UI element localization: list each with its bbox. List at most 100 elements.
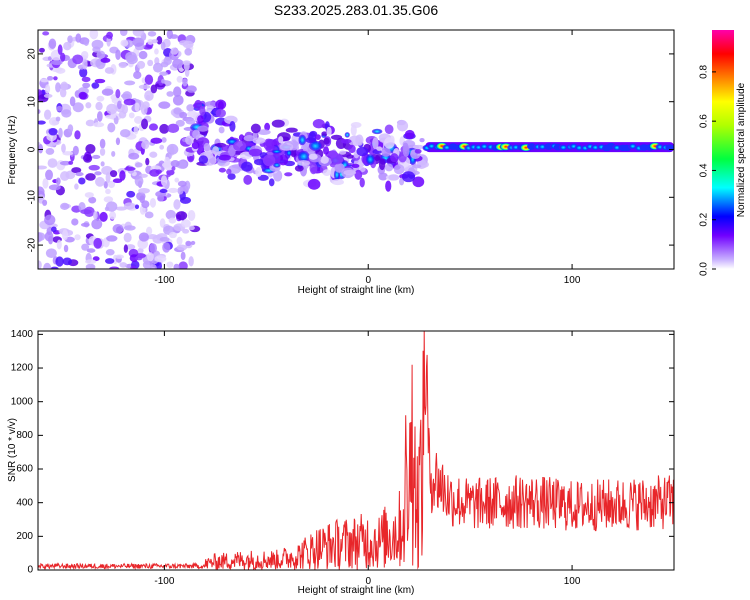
spectrogram-cell <box>80 222 90 227</box>
spectrogram-cell <box>175 119 185 127</box>
spectrogram-cell <box>173 107 182 115</box>
spectrogram-cell <box>135 162 143 168</box>
y-tick-label: 10 <box>27 96 38 108</box>
spectrogram-cell <box>101 88 114 96</box>
spectrogram-cell <box>67 35 74 44</box>
spectrogram-cell <box>114 254 125 259</box>
spectrogram-cell <box>59 88 67 98</box>
spectrogram-cell <box>412 164 422 169</box>
spectrogram-cell <box>130 265 137 269</box>
spectrogram-cell <box>376 146 383 151</box>
spectrogram-cell <box>171 166 176 171</box>
spectrogram-cell <box>378 172 388 181</box>
spectrogram-cell <box>263 138 275 151</box>
spectrogram-cell <box>105 172 111 183</box>
spectrogram-cell <box>71 218 79 226</box>
spectrogram-cell <box>159 144 165 150</box>
spectrogram-cell <box>105 201 118 212</box>
spectrogram-cell <box>402 145 410 157</box>
spectrogram-y-ticks: -20 -10 0 10 20 <box>27 48 674 252</box>
spectrogram-cell <box>268 178 275 187</box>
spectrogram-cell <box>396 120 409 132</box>
spectrogram-cell <box>82 82 91 89</box>
spectrogram-cell <box>197 115 204 124</box>
spectrogram-cell <box>123 98 136 106</box>
spectrogram-cell <box>174 177 180 183</box>
spectrogram-cell <box>120 93 131 99</box>
spectrogram-cell <box>141 200 150 209</box>
spectrogram-cell <box>55 116 61 122</box>
spectrogram-cell <box>61 229 69 241</box>
spectrogram-cell <box>150 84 158 94</box>
spectrogram-cell <box>105 249 115 256</box>
spectrogram-cell <box>340 138 352 144</box>
spectrogram-cell <box>134 175 144 187</box>
spectrogram-cell <box>92 122 105 128</box>
spectrogram-cell <box>67 124 74 133</box>
spectrogram-cell <box>145 226 153 236</box>
spectrogram-cell <box>99 211 108 222</box>
spectrogram-cell <box>297 150 310 163</box>
spectrogram-cell <box>178 261 188 269</box>
spectrogram-cell <box>197 125 209 132</box>
spectrogram-cell <box>107 122 116 133</box>
spectrogram-cell <box>86 248 96 253</box>
spectrogram-cell <box>286 149 292 157</box>
spectrogram-cell <box>160 41 166 51</box>
spectrogram-cell <box>412 144 425 150</box>
spectrogram-cell <box>351 163 360 168</box>
spectrogram-cell <box>95 101 103 111</box>
spectrogram-cell <box>414 148 422 154</box>
spectrogram-cell <box>184 48 193 56</box>
spectrogram-cell <box>160 175 168 187</box>
spectrogram-cell <box>133 125 139 135</box>
spectrogram-cell <box>168 217 177 224</box>
spectrogram-cell <box>179 111 188 119</box>
spectrogram-cell <box>104 258 115 264</box>
spectrogram-cell <box>147 59 154 67</box>
spectrogram-x-label: Height of straight line (km) <box>298 285 415 296</box>
spectrogram-cell <box>43 262 52 269</box>
spectrogram-cell <box>419 137 425 143</box>
spectrogram-cell <box>166 261 174 268</box>
spectrogram-cell <box>92 256 100 262</box>
spectrogram-cell <box>182 228 190 234</box>
spectrogram-cell <box>45 248 57 258</box>
spectrogram-y-label: Frequency (Hz) <box>7 116 18 185</box>
spectrogram-cell <box>91 218 103 230</box>
spectrogram-cell <box>134 116 143 124</box>
spectrogram-cell <box>112 178 123 184</box>
spectrogram-cell <box>350 124 357 136</box>
spectrogram-cell <box>94 171 102 176</box>
spectrogram-cell <box>38 165 48 170</box>
spectrogram-cell <box>109 170 118 178</box>
y-tick-label: 400 <box>16 497 33 508</box>
spectrogram-cell <box>53 76 58 81</box>
spectrogram-cell <box>191 141 200 150</box>
spectrogram-cell <box>285 127 298 133</box>
spectrogram-cell <box>63 41 72 51</box>
spectrogram-cell <box>167 187 179 194</box>
spectrogram-cell <box>78 177 86 185</box>
y-tick-label: 200 <box>16 531 33 542</box>
spectrogram-cell <box>43 93 53 98</box>
spectrogram-cell <box>183 61 190 71</box>
y-tick-label: 1200 <box>11 363 34 374</box>
spectrogram-cell <box>173 86 182 98</box>
spectrogram-cell <box>42 178 49 189</box>
spectrogram-cell <box>44 84 51 94</box>
spectrogram-cell <box>78 201 86 212</box>
spectrogram-cell <box>170 160 180 168</box>
snr-panel: -100 0 100 0 200 400 600 800 1000 1200 1400 Heigh… <box>7 329 675 596</box>
spectrogram-cell <box>161 78 166 84</box>
spectrogram-cell <box>105 188 111 195</box>
spectrogram-cell <box>44 214 56 226</box>
spectrogram-cell <box>158 101 171 109</box>
spectrogram-cell <box>121 104 129 115</box>
spectrogram-cell <box>177 180 187 187</box>
spectrogram-cell <box>273 162 281 168</box>
spectrogram-cell <box>135 255 143 261</box>
spectrogram-cell <box>182 78 188 87</box>
spectrogram-cell <box>97 111 103 122</box>
